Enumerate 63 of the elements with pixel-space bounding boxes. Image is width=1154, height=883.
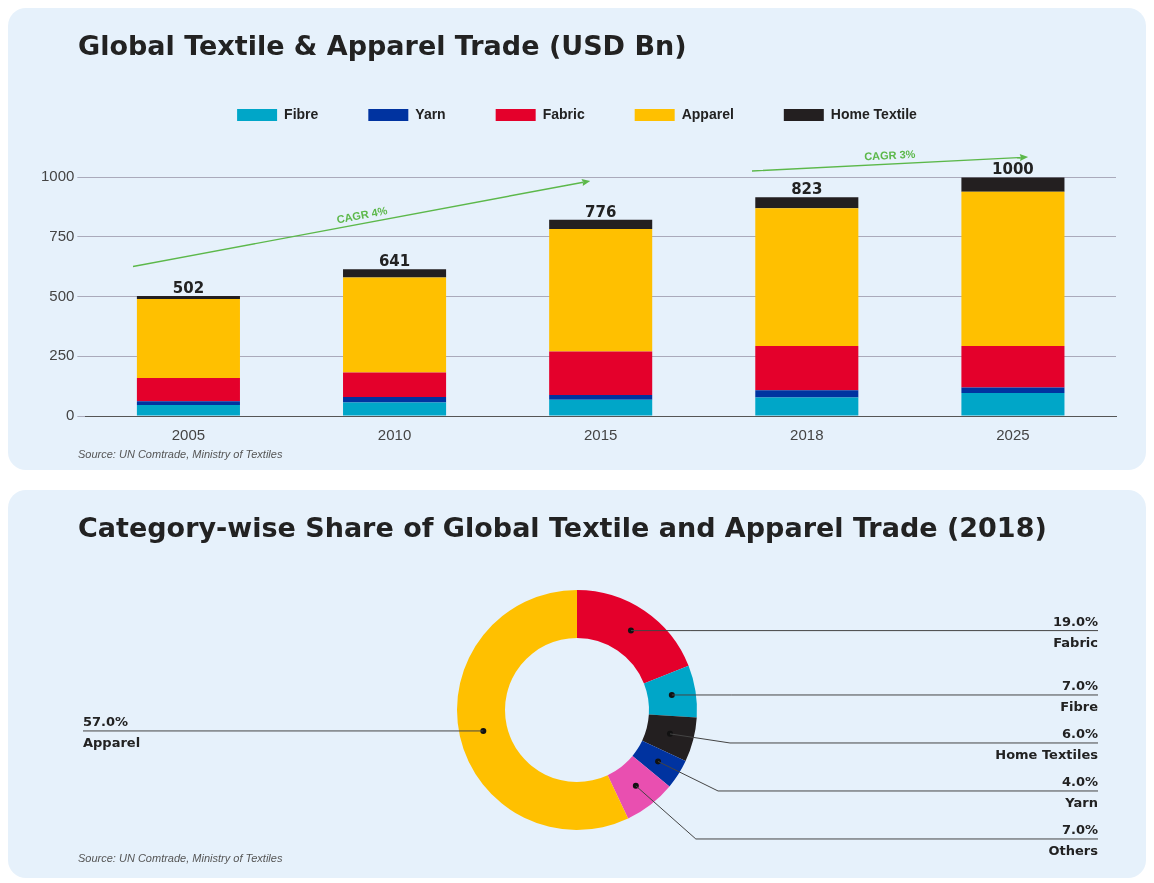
x-tick-label: 2005 (171, 426, 206, 444)
chart-title: Category-wise Share of Global Textile and Apparel Trade (2018) (78, 512, 1048, 544)
annotation: 823 (791, 180, 823, 199)
y-tick-label: 750 (49, 226, 75, 244)
slice-label: Yarn (1064, 794, 1098, 810)
slice-label: Others (1048, 842, 1099, 858)
legend-label: Apparel (681, 105, 734, 122)
source-note: Source: UN Comtrade, Ministry of Textiles (78, 448, 283, 460)
bar (343, 372, 447, 397)
annotation: 641 (378, 252, 411, 271)
x-tick-label: 2018 (790, 426, 824, 444)
bar (136, 405, 240, 416)
x-tick-label: 2010 (377, 426, 412, 444)
bar (755, 208, 859, 346)
bar (343, 277, 447, 373)
y-tick-label: 250 (49, 346, 75, 364)
bar (961, 393, 1065, 416)
x-tick-label: 2015 (584, 426, 618, 444)
data-label: 4.0% (1061, 773, 1098, 789)
legend-label: Yarn (415, 105, 446, 122)
y-tick-label: 500 (49, 286, 75, 304)
slice-label: Home Textiles (995, 746, 1099, 762)
legend-label: Home Textile (830, 105, 918, 122)
bar (136, 298, 240, 378)
source-note: Source: UN Comtrade, Ministry of Textiles (78, 852, 283, 864)
data-label: 57.0% (83, 713, 129, 729)
chart-title: Global Textile & Apparel Trade (USD Bn) (78, 30, 688, 62)
bar (343, 402, 447, 416)
slice-label: Apparel (83, 734, 141, 750)
annotation: 1000 (992, 160, 1034, 179)
bar (961, 345, 1065, 388)
bar (961, 387, 1065, 394)
bar (136, 296, 240, 299)
legend-label: Fabric (542, 105, 585, 122)
data-label: 7.0% (1061, 821, 1098, 837)
bar (549, 229, 653, 352)
bar (549, 399, 653, 416)
legend-label: Fibre (284, 105, 319, 122)
data-label: 6.0% (1061, 725, 1098, 741)
slice-label: Fibre (1060, 698, 1099, 714)
bar (755, 397, 859, 416)
y-tick-label: 1000 (40, 167, 75, 185)
bar (961, 191, 1065, 346)
text: CAGR 3% (863, 147, 916, 163)
bar (136, 378, 240, 402)
bar (549, 219, 653, 230)
bar (343, 269, 447, 278)
data-label: 19.0% (1052, 613, 1098, 629)
data-label: 7.0% (1061, 677, 1098, 693)
bar (961, 177, 1065, 192)
bar (755, 390, 859, 398)
annotation: 776 (585, 202, 617, 221)
annotation: 502 (172, 278, 205, 297)
bar (549, 351, 653, 395)
bar (549, 394, 653, 400)
annotation: CAGR 4% (335, 204, 389, 226)
bar (755, 345, 859, 391)
y-tick-label: 0 (66, 406, 75, 424)
bar (136, 401, 240, 406)
bar (343, 396, 447, 403)
x-tick-label: 2025 (996, 426, 1030, 444)
slice-label: Fabric (1053, 634, 1098, 650)
bar (755, 197, 859, 209)
